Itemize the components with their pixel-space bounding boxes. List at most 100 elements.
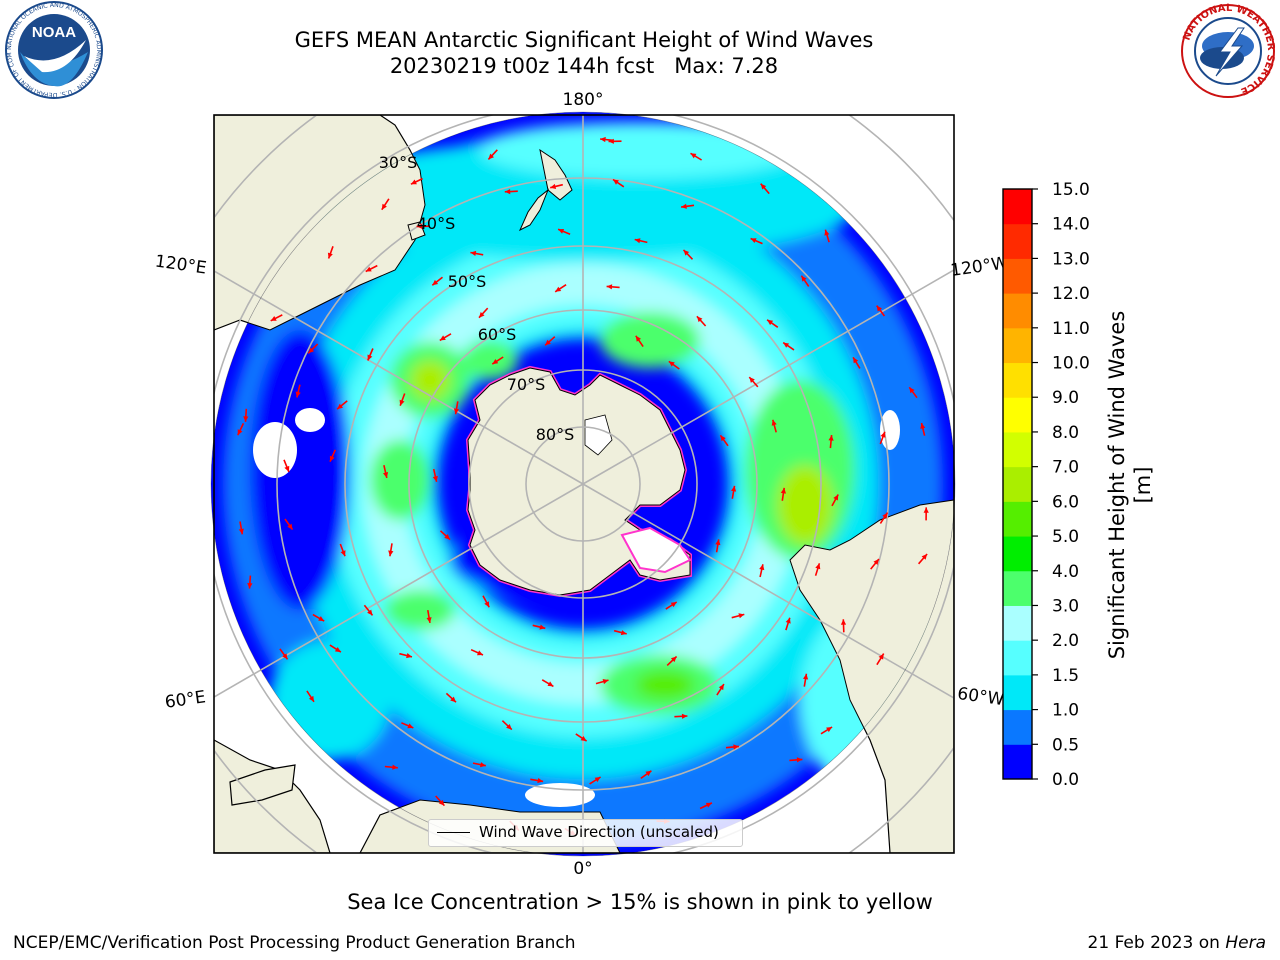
lat-label-30s: 30°S	[379, 153, 418, 172]
wave-vector-head	[432, 279, 439, 286]
wave-vector-head	[247, 583, 253, 589]
noaa-logo: NOAA NATIONAL OCEANIC AND ATMOSPHERIC AD…	[2, 0, 103, 99]
wave-vector-head	[670, 656, 677, 663]
colorbar-tick-label: 6.0	[1052, 492, 1079, 512]
lat-label-80s: 80°S	[536, 425, 575, 444]
colorbar-swatch	[1003, 327, 1032, 364]
lon-label-180: 180°	[563, 90, 604, 110]
wave-vector-head	[470, 250, 477, 256]
wave-vector-head	[796, 757, 803, 763]
wave-vector-head	[329, 455, 335, 462]
colorbar-swatch	[1003, 431, 1032, 468]
wave-vector-head	[767, 319, 774, 326]
wave-vector-head	[504, 189, 511, 195]
nws-logo: NATIONAL WEATHER SERVICE	[1181, 3, 1276, 98]
colorbar-swatch	[1003, 674, 1032, 711]
legend-label: Wind Wave Direction (unscaled)	[479, 823, 719, 841]
wave-vector-head	[492, 359, 499, 365]
wave-vector-head	[308, 347, 314, 354]
colorbar-tick-label: 2.0	[1052, 631, 1079, 651]
wave-vector-head	[826, 727, 833, 733]
lon-label-120w: 120°W	[949, 253, 1009, 281]
colorbar: 0.0 0.5 1.0 1.5 2.0 3.0 4.0 5.0 6.0 7.0 8.0 9.0 10.0…	[1002, 180, 1090, 790]
wave-vector-head	[718, 684, 724, 691]
wave-vector-head	[750, 238, 757, 243]
wave-vector-head	[488, 153, 494, 160]
wave-vector-head	[243, 416, 249, 422]
wave-vector-head	[824, 229, 830, 236]
colorbar-swatch	[1003, 362, 1032, 398]
wave-vector-head	[484, 601, 490, 608]
wave-vector-head	[388, 550, 394, 557]
wave-vector-head	[365, 266, 372, 272]
wave-vector-head	[438, 799, 445, 806]
wave-vector-head	[537, 778, 544, 784]
wave-vector-head	[840, 619, 847, 625]
wave-vector-head	[634, 238, 641, 244]
wave-vector-head	[410, 179, 417, 185]
wave-vector-head	[645, 770, 652, 777]
colorbar-swatch	[1003, 640, 1032, 676]
wave-vector-head	[771, 419, 777, 426]
wave-vector-head	[367, 609, 373, 616]
map-frame	[213, 114, 955, 854]
wave-vector-head	[681, 203, 687, 209]
wave-vector-head	[480, 762, 486, 768]
wave-vector-head	[670, 602, 677, 608]
wave-vector-head	[785, 617, 791, 624]
wave-vector-head	[780, 487, 786, 494]
wave-vector-head	[733, 744, 739, 750]
wave-height-field	[211, 112, 955, 856]
wave-vector-head	[287, 523, 293, 530]
footer-date: 21 Feb 2023 on Hera	[1088, 933, 1266, 953]
wave-vector-head	[295, 391, 301, 398]
wave-vector-head	[444, 534, 450, 540]
lon-label-60w: 60°W	[956, 684, 1005, 710]
wave-vector-head	[681, 713, 688, 719]
colorbar-tick-label: 9.0	[1052, 388, 1079, 408]
wave-vector-head	[399, 399, 405, 406]
colorbar-swatch	[1003, 189, 1032, 225]
wave-vector-head	[815, 563, 821, 570]
colorbar-tick-label: 1.0	[1052, 701, 1079, 721]
sea-ice-note: Sea Ice Concentration > 15% is shown in …	[347, 890, 933, 914]
wave-vector-head	[738, 613, 745, 619]
colorbar-label: Significant Height of Wind Waves [m]	[1105, 310, 1155, 660]
lat-label-60s: 60°S	[478, 325, 517, 344]
wave-vector-head	[715, 539, 721, 546]
wave-vector-head	[594, 777, 601, 783]
wave-vector-head	[426, 617, 432, 623]
colorbar-tick-label: 0.5	[1052, 735, 1079, 755]
colorbar-tick-label: 8.0	[1052, 423, 1079, 443]
colorbar-tick-label: 10.0	[1052, 354, 1090, 374]
wave-vector-head	[878, 653, 884, 660]
wave-vector-head	[923, 507, 929, 513]
wave-vector-head	[270, 316, 277, 321]
lon-label-0: 0°	[573, 859, 592, 879]
svg-text:NOAA: NOAA	[32, 24, 76, 41]
wave-vector-head	[690, 153, 697, 159]
lon-label-120e: 120°E	[154, 252, 208, 279]
wave-vector-head	[555, 286, 562, 292]
wave-vector-head	[828, 435, 834, 441]
colorbar-tick-label: 14.0	[1052, 215, 1090, 235]
colorbar-tick-label: 3.0	[1052, 596, 1079, 616]
wave-vector-head	[760, 183, 767, 190]
wave-vector-head	[479, 312, 485, 318]
wave-vector-head	[882, 512, 888, 519]
wave-vector-head	[731, 485, 737, 492]
colorbar-swatch	[1003, 744, 1032, 780]
wave-vector-head	[284, 465, 290, 472]
wave-vector-head	[238, 528, 244, 535]
wave-vector-head	[506, 724, 512, 730]
wave-vector-head	[833, 494, 839, 501]
wave-vector-head	[407, 723, 414, 729]
colorbar-swatch	[1003, 570, 1032, 606]
wave-vector-head	[720, 435, 726, 442]
wave-vector-head	[600, 136, 606, 143]
map-title: GEFS MEAN Antarctic Significant Height o…	[294, 28, 874, 52]
colorbar-tick-label: 7.0	[1052, 458, 1079, 478]
wave-vector-head	[383, 472, 389, 478]
colorbar-tick-label: 12.0	[1052, 284, 1090, 304]
